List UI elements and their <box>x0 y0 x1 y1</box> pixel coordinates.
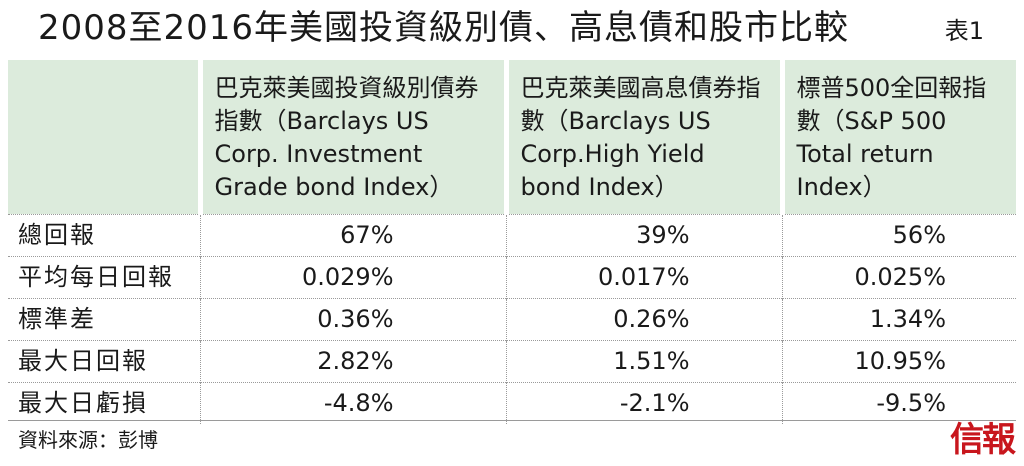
table-row: 最大日回報 2.82% 1.51% 10.95% <box>8 340 1016 383</box>
table-cell: 10.95% <box>781 340 1016 383</box>
table-cell: 56% <box>781 214 1016 257</box>
table-row: 最大日虧損 -4.8% -2.1% -9.5% <box>8 382 1016 424</box>
row-label: 平均每日回報 <box>8 256 200 299</box>
publisher-logo: 信報 <box>950 420 1016 460</box>
table-row: 平均每日回報 0.029% 0.017% 0.025% <box>8 256 1016 299</box>
table-cell: 67% <box>199 214 506 257</box>
source-note: 資料來源：彭博 <box>18 428 158 452</box>
table-row: 標準差 0.36% 0.26% 1.34% <box>8 298 1016 341</box>
row-label: 最大日回報 <box>8 340 200 383</box>
table-title: 2008至2016年美國投資級別債、高息債和股市比較 <box>38 8 850 48</box>
table-cell: 39% <box>505 214 782 257</box>
table-footer: 資料來源：彭博 信報 <box>8 420 1016 465</box>
header-corner-cell <box>8 60 200 215</box>
table-cell: 0.029% <box>199 256 506 299</box>
table-cell: -2.1% <box>505 382 782 424</box>
table-cell: 1.34% <box>781 298 1016 341</box>
column-header-sp500: 標普500全回報指數（S&P 500 Total return Index） <box>779 60 1016 215</box>
header-row: 巴克萊美國投資級別債券指數（Barclays US Corp. Investme… <box>8 60 1016 215</box>
column-header-investment-grade: 巴克萊美國投資級別債券指數（Barclays US Corp. Investme… <box>197 60 506 215</box>
column-header-high-yield: 巴克萊美國高息債券指數（Barclays US Corp.High Yield … <box>503 60 782 215</box>
table-cell: -4.8% <box>199 382 506 424</box>
table-row: 總回報 67% 39% 56% <box>8 214 1016 257</box>
table-cell: 0.36% <box>199 298 506 341</box>
table-cell: 0.017% <box>505 256 782 299</box>
title-row: 2008至2016年美國投資級別債、高息債和股市比較 表1 <box>0 0 1024 58</box>
table-cell: 2.82% <box>199 340 506 383</box>
row-label: 標準差 <box>8 298 200 341</box>
table-number: 表1 <box>944 17 984 45</box>
table-cell: -9.5% <box>781 382 1016 424</box>
comparison-table: 巴克萊美國投資級別債券指數（Barclays US Corp. Investme… <box>8 60 1016 424</box>
table-cell: 0.26% <box>505 298 782 341</box>
row-label: 總回報 <box>8 214 200 257</box>
row-label: 最大日虧損 <box>8 382 200 424</box>
table-cell: 1.51% <box>505 340 782 383</box>
table-cell: 0.025% <box>781 256 1016 299</box>
